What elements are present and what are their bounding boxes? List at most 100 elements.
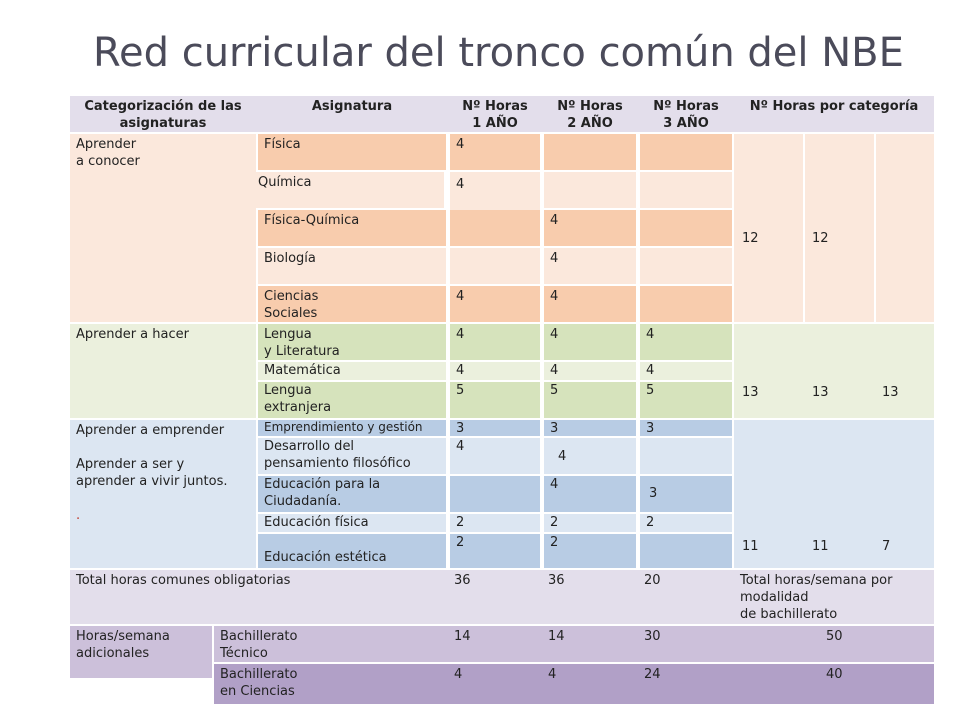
subject-lengua-l2: y Literatura xyxy=(264,344,340,359)
ciencias-bach-label: Bachillerato en Ciencias xyxy=(214,664,448,704)
filosofico-h1-text: 4 xyxy=(456,439,465,454)
quimica-h1-text: 4 xyxy=(456,177,465,192)
subject-extranjera-l2: extranjera xyxy=(264,400,332,415)
quimica-h2 xyxy=(544,172,636,208)
hacer-total-2-text: 13 xyxy=(812,385,829,400)
header-por-categoria-text: Nº Horas por categoría xyxy=(749,99,919,114)
lengua-h3-text: 4 xyxy=(646,327,655,342)
educacion-fisica-h2: 2 xyxy=(544,514,636,532)
emprendimiento-h2-text: 3 xyxy=(550,421,559,436)
subject-ciudadania: Educación para la Ciudadanía. xyxy=(258,476,446,512)
quimica-h1: 4 xyxy=(450,172,540,210)
lengua-h2: 4 xyxy=(544,324,636,360)
ciudadania-h2-text: 4 xyxy=(550,477,559,492)
hacer-total-1-text: 13 xyxy=(742,385,759,400)
adicionales-label-l1: Horas/semana xyxy=(76,629,170,644)
hacer-total-3-text: 13 xyxy=(882,385,899,400)
total-h1: 36 xyxy=(448,570,542,624)
matematica-h1: 4 xyxy=(450,362,540,380)
ciencias-bach-h3: 24 xyxy=(638,664,734,704)
ciencias-h3 xyxy=(640,286,732,322)
category-hacer: Aprender a hacer xyxy=(70,324,256,418)
category-ser-l2: aprender a vivir juntos. xyxy=(76,474,228,489)
subject-filosofico: Desarrollo del pensamiento filosófico xyxy=(258,438,446,474)
emprendimiento-h1: 3 xyxy=(450,420,540,436)
estetica-h1: 2 xyxy=(450,534,540,568)
subject-filosofico-l1: Desarrollo del xyxy=(264,439,355,454)
header-horas-1-l2: 1 AÑO xyxy=(472,116,518,131)
subject-emprendimiento-text: Emprendimiento y gestión xyxy=(264,420,423,434)
divider xyxy=(803,134,805,322)
category-hacer-text: Aprender a hacer xyxy=(76,327,189,342)
subject-fisica-quimica-text: Física-Química xyxy=(264,213,360,228)
filosofico-h2: 4 xyxy=(544,438,636,474)
total-label: Total horas comunes obligatorias xyxy=(70,570,448,624)
tecnico-label-l2: Técnico xyxy=(220,646,268,661)
subject-fisica-quimica: Física-Química xyxy=(258,210,446,246)
emprender-total-3: 7 xyxy=(876,536,934,558)
ciencias-h1-text: 4 xyxy=(456,289,465,304)
subject-educacion-fisica: Educación física xyxy=(258,514,446,532)
total-h3-text: 20 xyxy=(644,573,661,588)
ciencias-bach-h3-text: 24 xyxy=(644,667,661,682)
subject-ciudadania-l2: Ciudadanía. xyxy=(264,494,342,509)
extranjera-h1-text: 5 xyxy=(456,383,465,398)
biologia-h1 xyxy=(450,248,540,284)
biologia-h2-text: 4 xyxy=(550,251,559,266)
header-horas-3-l2: 3 AÑO xyxy=(663,116,709,131)
header-asignatura: Asignatura xyxy=(256,96,448,132)
total-h1-text: 36 xyxy=(454,573,471,588)
ciencias-bach-label-l1: Bachillerato xyxy=(220,667,298,682)
fisica-quimica-h2: 4 xyxy=(544,210,636,246)
emprendimiento-h3-text: 3 xyxy=(646,421,655,436)
header-horas-3: Nº Horas 3 AÑO xyxy=(638,96,734,132)
ciencias-bach-h1: 4 xyxy=(448,664,542,704)
tecnico-label: Bachillerato Técnico xyxy=(214,626,448,662)
matematica-h3-text: 4 xyxy=(646,363,655,378)
category-emprender: Aprender a emprender Aprender a ser y ap… xyxy=(70,420,256,568)
total-label-text: Total horas comunes obligatorias xyxy=(76,573,291,588)
subject-fisica-text: Física xyxy=(264,137,301,152)
conocer-total-cell xyxy=(734,134,934,322)
subject-matematica: Matemática xyxy=(258,362,446,380)
header-horas-1: Nº Horas 1 AÑO xyxy=(448,96,542,132)
filosofico-h3 xyxy=(640,438,732,474)
ciencias-bach-h1-text: 4 xyxy=(454,667,463,682)
page-title: Red curricular del tronco común del NBE xyxy=(93,30,904,76)
total-h2-text: 36 xyxy=(548,573,565,588)
subject-filosofico-l2: pensamiento filosófico xyxy=(264,456,411,471)
header-horas-2-l2: 2 AÑO xyxy=(567,116,613,131)
category-conocer-l1: Aprender xyxy=(76,137,137,152)
total-modalidad-l3: de bachillerato xyxy=(740,607,838,622)
header-categorizacion-text: Categorización de las asignaturas xyxy=(84,99,242,131)
emprender-total-1-text: 11 xyxy=(742,539,759,554)
emprender-total-2: 11 xyxy=(806,536,872,558)
quimica-h3 xyxy=(640,172,732,208)
extranjera-h2: 5 xyxy=(544,382,636,418)
subject-ciencias-l1: Ciencias xyxy=(264,289,319,304)
ciudadania-h2: 4 xyxy=(544,476,636,512)
tecnico-h2-text: 14 xyxy=(548,629,565,644)
category-dot: . xyxy=(76,508,81,523)
adicionales-label: Horas/semana adicionales xyxy=(70,626,212,678)
ciencias-bach-h2-text: 4 xyxy=(548,667,557,682)
tecnico-total: 50 xyxy=(734,626,934,662)
biologia-h2: 4 xyxy=(544,248,636,284)
tecnico-h1-text: 14 xyxy=(454,629,471,644)
conocer-total-1: 12 xyxy=(736,228,802,252)
estetica-h1-text: 2 xyxy=(456,535,465,550)
filosofico-h2-text: 4 xyxy=(558,449,567,464)
educacion-fisica-h1: 2 xyxy=(450,514,540,532)
subject-emprendimiento: Emprendimiento y gestión xyxy=(258,420,446,436)
emprendimiento-h3: 3 xyxy=(640,420,732,436)
ciencias-bach-h2: 4 xyxy=(542,664,638,704)
emprendimiento-h2: 3 xyxy=(544,420,636,436)
subject-educacion-fisica-text: Educación física xyxy=(264,515,369,530)
matematica-h1-text: 4 xyxy=(456,363,465,378)
header-horas-3-l1: Nº Horas xyxy=(653,99,719,114)
fisica-h2 xyxy=(544,134,636,170)
hacer-total-2: 13 xyxy=(806,382,872,404)
extranjera-h3: 5 xyxy=(640,382,732,418)
divider xyxy=(874,134,876,322)
hacer-total-1: 13 xyxy=(736,382,802,404)
